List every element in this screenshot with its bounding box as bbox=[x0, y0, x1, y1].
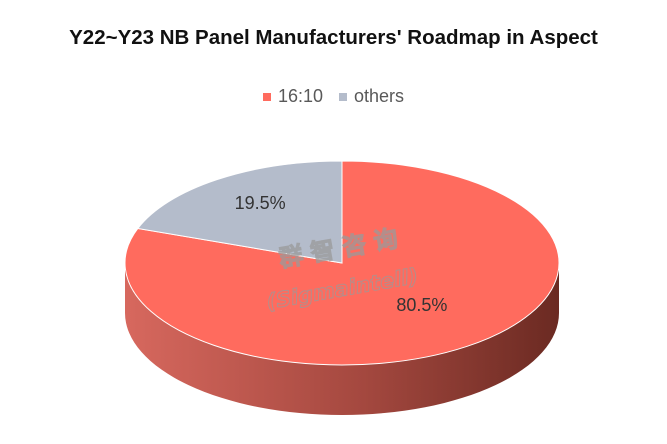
pie-side-16-10 bbox=[125, 263, 559, 415]
legend-swatch-others bbox=[339, 92, 347, 101]
pie-sides bbox=[125, 263, 559, 415]
legend-item-others: others bbox=[339, 86, 404, 107]
data-label-others: 19.5% bbox=[235, 193, 286, 213]
pie-slice-others bbox=[136, 160, 343, 264]
legend-item-16-10: 16:10 bbox=[262, 86, 323, 107]
legend-swatch-16-10 bbox=[262, 92, 271, 101]
pie-tops bbox=[124, 160, 560, 366]
legend: 16:10 others bbox=[0, 86, 667, 107]
pie-labels: 80.5% 19.5% bbox=[235, 193, 448, 315]
legend-label-16-10: 16:10 bbox=[277, 86, 323, 106]
legend-label-others: others bbox=[354, 86, 405, 106]
chart-title: Y22~Y23 NB Panel Manufacturers' Roadmap … bbox=[69, 26, 598, 49]
data-label-16-10: 80.5% bbox=[396, 295, 447, 315]
